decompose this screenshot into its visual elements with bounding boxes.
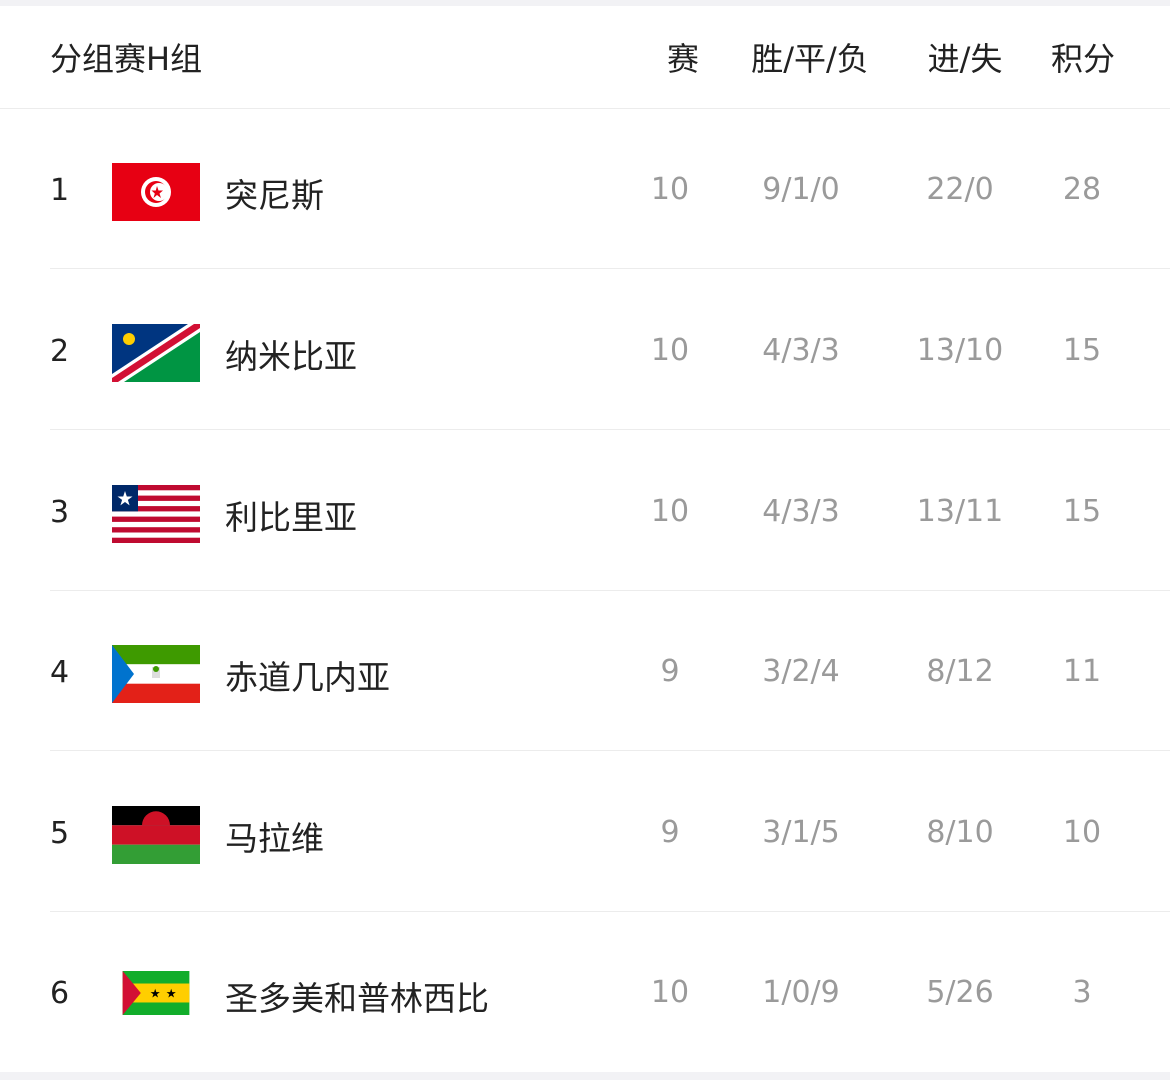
equatorial-guinea-flag-icon xyxy=(112,645,200,703)
goals: 5/26 xyxy=(926,975,994,1010)
row-divider xyxy=(50,911,1170,912)
goals: 8/10 xyxy=(926,815,994,850)
sao-tome-and-principe-flag-icon: ★ ★ xyxy=(122,971,190,1015)
table-header: 分组赛H组 赛 胜/平/负 进/失 积分 xyxy=(0,6,1170,109)
rank: 1 xyxy=(50,173,70,208)
team-name[interactable]: 圣多美和普林西比 xyxy=(225,979,489,1018)
played: 10 xyxy=(650,333,690,368)
played: 9 xyxy=(660,815,680,850)
played: 10 xyxy=(650,494,690,529)
points: 28 xyxy=(1062,172,1102,207)
table-row[interactable]: 5 马拉维 9 3/1/5 8/10 10 xyxy=(0,752,1170,912)
team-name[interactable]: 赤道几内亚 xyxy=(225,658,390,697)
svg-text:★: ★ xyxy=(166,987,177,1001)
rank: 6 xyxy=(50,976,70,1011)
points: 15 xyxy=(1062,333,1102,368)
col-goals: 进/失 xyxy=(927,40,1003,78)
row-divider xyxy=(50,750,1170,751)
played: 10 xyxy=(650,172,690,207)
rank: 5 xyxy=(50,816,70,851)
team-name[interactable]: 突尼斯 xyxy=(225,176,324,215)
rank: 3 xyxy=(50,495,70,530)
wdl: 3/2/4 xyxy=(762,654,840,689)
tunisia-flag-icon xyxy=(112,163,200,221)
table-row[interactable]: 4 赤道几内亚 9 3/2/4 8/12 11 xyxy=(0,591,1170,751)
standings-card: 分组赛H组 赛 胜/平/负 进/失 积分 1 突尼斯 10 9/1/0 22/0… xyxy=(0,6,1170,1072)
table-row[interactable]: 3 利比里亚 10 4/3/3 13/11 15 xyxy=(0,431,1170,591)
group-title: 分组赛H组 xyxy=(50,40,203,78)
points: 3 xyxy=(1072,975,1092,1010)
liberia-flag-icon xyxy=(112,485,200,543)
row-divider xyxy=(50,268,1170,269)
wdl: 3/1/5 xyxy=(762,815,840,850)
team-name[interactable]: 纳米比亚 xyxy=(225,337,357,376)
rank: 4 xyxy=(50,655,70,690)
namibia-flag-icon xyxy=(112,324,200,382)
rank: 2 xyxy=(50,334,70,369)
goals: 13/10 xyxy=(916,333,1004,368)
team-name[interactable]: 马拉维 xyxy=(225,819,324,858)
row-divider xyxy=(50,590,1170,591)
row-divider xyxy=(50,429,1170,430)
played: 10 xyxy=(650,975,690,1010)
played: 9 xyxy=(660,654,680,689)
team-name[interactable]: 利比里亚 xyxy=(225,498,357,537)
table-row[interactable]: 1 突尼斯 10 9/1/0 22/0 28 xyxy=(0,109,1170,269)
wdl: 4/3/3 xyxy=(762,333,840,368)
wdl: 9/1/0 xyxy=(762,172,840,207)
points: 11 xyxy=(1062,654,1102,689)
col-points: 积分 xyxy=(1050,40,1116,78)
goals: 8/12 xyxy=(926,654,994,689)
col-played: 赛 xyxy=(666,40,700,78)
wdl: 4/3/3 xyxy=(762,494,840,529)
table-row[interactable]: 6 ★ ★ 圣多美和普林西比 10 1/0/9 5/26 3 xyxy=(0,912,1170,1072)
table-row[interactable]: 2 纳米比亚 10 4/3/3 13/10 15 xyxy=(0,270,1170,430)
svg-text:★: ★ xyxy=(150,987,161,1001)
col-wdl: 胜/平/负 xyxy=(751,40,869,78)
malawi-flag-icon xyxy=(112,806,200,864)
goals: 13/11 xyxy=(916,494,1004,529)
goals: 22/0 xyxy=(926,172,994,207)
wdl: 1/0/9 xyxy=(762,975,840,1010)
points: 10 xyxy=(1062,815,1102,850)
points: 15 xyxy=(1062,494,1102,529)
